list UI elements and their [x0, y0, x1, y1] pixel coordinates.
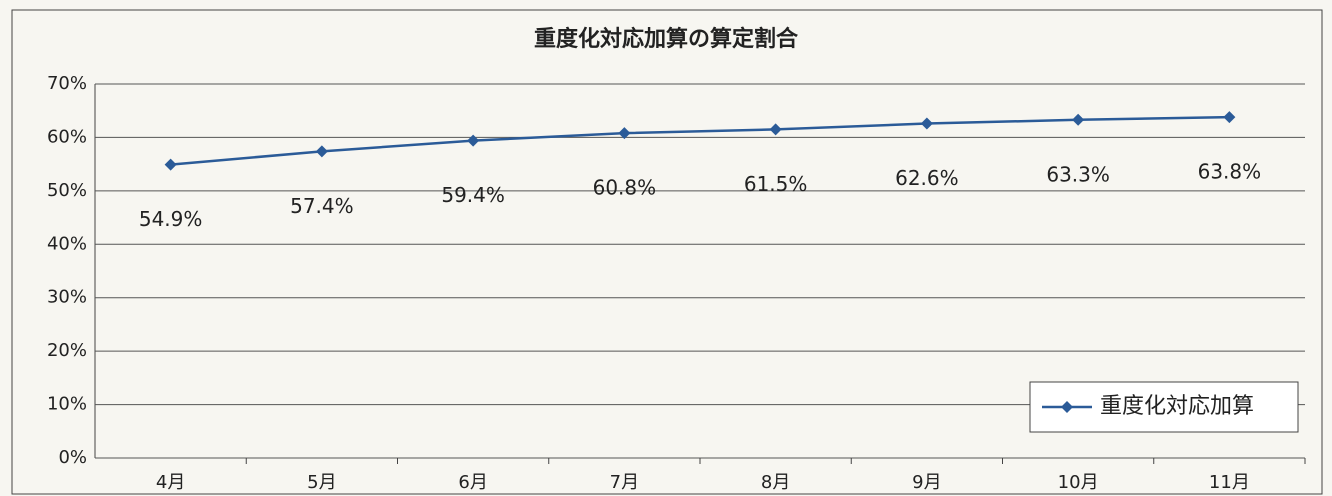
- y-tick-label: 0%: [58, 447, 87, 468]
- series-line: [170, 115, 1230, 166]
- x-tick-label: 7月: [610, 472, 639, 493]
- point-marker: [315, 145, 328, 158]
- x-tick-label: 8月: [761, 472, 790, 493]
- point-marker: [920, 117, 933, 130]
- point-marker: [618, 127, 631, 140]
- chart-frame: [11, 9, 1323, 495]
- y-tick-label: 50%: [47, 180, 87, 201]
- x-tick-label: 11月: [1209, 472, 1250, 493]
- x-tick-label: 10月: [1058, 472, 1099, 493]
- value-label: 62.6%: [895, 166, 959, 190]
- y-tick-label: 20%: [47, 340, 87, 361]
- value-label: 63.8%: [1198, 160, 1262, 184]
- x-tick-label: 5月: [307, 472, 336, 493]
- y-tick-label: 40%: [47, 233, 87, 254]
- point-marker: [769, 123, 782, 136]
- y-tick-label: 70%: [47, 73, 87, 94]
- value-label: 61.5%: [744, 172, 808, 196]
- value-label: 60.8%: [593, 176, 657, 200]
- y-tick-label: 60%: [47, 126, 87, 147]
- point-marker: [1072, 113, 1085, 126]
- chart-title: 重度化対応加算の算定割合: [534, 26, 799, 52]
- x-tick-label: 6月: [458, 472, 487, 493]
- point-marker: [1223, 111, 1236, 124]
- legend-marker: [1061, 401, 1073, 413]
- point-marker: [467, 134, 480, 147]
- y-tick-label: 10%: [47, 394, 87, 415]
- value-label: 57.4%: [290, 194, 354, 218]
- value-label: 63.3%: [1046, 162, 1110, 186]
- value-label: 59.4%: [441, 183, 505, 207]
- y-tick-label: 30%: [47, 287, 87, 308]
- legend-label: 重度化対応加算: [1100, 394, 1254, 419]
- value-label: 54.9%: [139, 207, 203, 231]
- x-tick-label: 9月: [912, 472, 941, 493]
- x-tick-label: 4月: [156, 472, 185, 493]
- point-marker: [164, 158, 177, 171]
